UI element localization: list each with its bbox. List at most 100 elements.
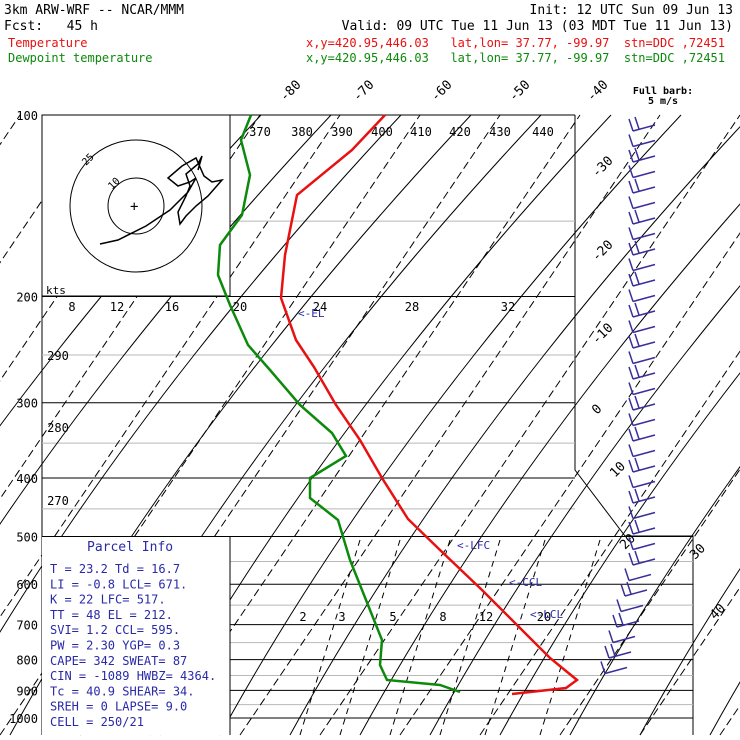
- wind-barb-flag: [600, 661, 606, 674]
- wind-barb-flag: [634, 240, 640, 254]
- wind-barb-staff: [632, 542, 656, 551]
- theta-label: 420: [449, 125, 471, 139]
- hodograph-ring-outer: [69, 139, 203, 273]
- hodograph-kts-label: kts: [46, 284, 66, 297]
- wind-barb-flag: [628, 304, 634, 318]
- isotherm-tick-label: -10: [589, 321, 616, 348]
- wind-barb-staff: [632, 201, 656, 210]
- wind-barb-staff: [620, 604, 644, 613]
- theta-label: 380: [291, 125, 313, 139]
- wind-barb-staff: [632, 387, 656, 396]
- parcel-info-row: Tc = 40.9 SHEAR= 34.: [50, 684, 195, 698]
- wind-barb-staff: [632, 372, 656, 380]
- isotherm-tick-label: 0: [589, 402, 605, 418]
- dry-adiabat-label: 270: [47, 494, 69, 508]
- parcel-info-row: CAPE= 342 SWEAT= 87: [50, 654, 187, 668]
- wind-barb-staff: [616, 620, 640, 628]
- wind-barb-flag: [628, 537, 634, 550]
- mixing-ratio-label: 2: [299, 610, 306, 624]
- wind-barb-flag: [628, 459, 634, 473]
- parcel-info-row: K = 22 LFC= 517.: [50, 593, 166, 607]
- mixing-ratio-line: [439, 539, 501, 736]
- wind-barb-staff: [632, 310, 656, 318]
- wind-barb-flag: [628, 397, 634, 411]
- parcel-info-row: SREH = 0 LAPSE= 9.0: [50, 700, 187, 714]
- wind-barb-staff: [632, 496, 656, 504]
- pressure-tick-label: 600: [16, 578, 38, 592]
- wind-barb-flag: [628, 366, 634, 380]
- wind-barb-flag: [610, 643, 616, 657]
- isotherm-line: [639, 586, 740, 736]
- wind-barb-flag: [628, 134, 634, 147]
- wind-barb-flag: [628, 118, 634, 132]
- wind-barb-flag: [628, 320, 634, 333]
- wind-barb-staff: [632, 511, 656, 520]
- pressure-tick-label: 100: [16, 109, 38, 123]
- wind-barb-staff: [632, 325, 656, 334]
- wind-barb-flag: [628, 475, 634, 488]
- pressure-tick-label: 300: [16, 397, 38, 411]
- wind-barb-flag: [634, 488, 640, 502]
- wind-barb-staff: [632, 434, 656, 442]
- hodograph-speed-tick-label: 16: [165, 300, 179, 314]
- wind-barb-flag: [628, 258, 634, 271]
- hodograph-speed-tick-label: 20: [233, 300, 247, 314]
- wind-barb-flag: [628, 196, 634, 209]
- mixing-ratio-label: 12: [479, 610, 493, 624]
- wind-barb-staff: [632, 248, 656, 256]
- dry-adiabat-line: [499, 372, 740, 736]
- isotherm-tick-label: 40: [707, 601, 729, 623]
- lfc-marker: <-LFC: [457, 539, 490, 552]
- dry-adiabat-line: [219, 114, 682, 736]
- mixing-ratio-label: 8: [439, 610, 446, 624]
- isotherm-tick-label: -50: [506, 78, 533, 105]
- parcel-info-row: T = 23.2 Td = 16.7: [50, 562, 180, 576]
- isotherm-line: [399, 232, 740, 736]
- isotherm-line: [479, 350, 740, 736]
- parcel-info-title: Parcel Info: [87, 540, 173, 555]
- wind-barb-flag: [628, 382, 634, 395]
- wind-barb-flag: [628, 490, 634, 504]
- mixing-ratio-label: 5: [389, 610, 396, 624]
- isotherm-line: [0, 114, 341, 618]
- hodograph-speed-tick-label: 32: [501, 300, 515, 314]
- mixing-ratio-line: [299, 539, 361, 736]
- dry-adiabat-line: [639, 567, 740, 736]
- pressure-tick-label: 500: [16, 530, 38, 544]
- wind-barb-staff: [608, 651, 632, 659]
- wind-barb-flag: [628, 521, 634, 535]
- lcl-marker: <-LCL: [530, 608, 563, 621]
- wind-barb-flag: [634, 178, 640, 192]
- wind-barb-flag: [628, 242, 634, 256]
- pressure-tick-label: 800: [16, 654, 38, 668]
- wind-barb-staff: [632, 279, 656, 287]
- dry-adiabat-label: 280: [47, 421, 69, 435]
- valid-time: Valid: 09 UTC Tue 11 Jun 13 (03 MDT Tue …: [342, 19, 733, 34]
- wind-barb-flag: [634, 426, 640, 440]
- wind-barb-staff: [632, 527, 656, 535]
- wind-barb-flag: [612, 614, 618, 628]
- wind-barb-flag: [628, 227, 634, 240]
- theta-label: 390: [331, 125, 353, 139]
- mixing-ratio-line: [339, 539, 401, 736]
- wind-barb-flag: [608, 630, 614, 643]
- hodograph-speed-tick-label: 28: [405, 300, 419, 314]
- hodograph: 25 10 + kts: [41, 114, 231, 297]
- wind-barb-staff: [632, 465, 656, 473]
- hodograph-speed-tick-label: 12: [110, 300, 124, 314]
- parcel-info-row: CIN = -1089 HWBZ= 4364.: [50, 669, 216, 683]
- wind-barb-flag: [628, 351, 634, 364]
- ccl-marker: <-CCL: [509, 576, 542, 589]
- temperature-series-line: [279, 114, 580, 696]
- dry-adiabat-line: [569, 465, 740, 736]
- wind-barb-flag: [634, 519, 640, 533]
- wind-barb-flag: [628, 428, 634, 442]
- dry-adiabat-line: [0, 114, 332, 525]
- dry-adiabat-line: [359, 203, 740, 736]
- wind-barb-flag: [628, 180, 634, 194]
- isotherm-line: [559, 468, 740, 736]
- dewpoint-series-line: [216, 114, 461, 694]
- wind-barb-staff: [624, 589, 648, 597]
- wind-barb-flag: [604, 645, 610, 659]
